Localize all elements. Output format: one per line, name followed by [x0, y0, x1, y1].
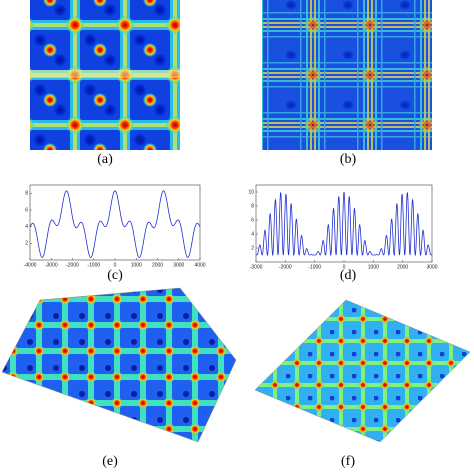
- x-tick-label: 1000: [368, 264, 379, 270]
- panel-label: (a): [97, 152, 113, 167]
- plot-c-frame: [29, 184, 201, 261]
- y-tick-label: 4: [25, 224, 28, 230]
- heatmap-a-band: [30, 70, 180, 78]
- x-tick-label: -1000: [308, 264, 321, 270]
- x-tick-label: -4000: [24, 262, 37, 268]
- y-tick-label: 2: [25, 241, 28, 247]
- x-tick-label: -3000: [45, 262, 58, 268]
- y-tick-label: 6: [251, 217, 254, 223]
- y-tick-label: 10: [248, 189, 254, 195]
- x-tick-label: 2000: [397, 264, 408, 270]
- surface-f: [254, 299, 471, 443]
- panel-label: (d): [340, 268, 357, 283]
- x-tick-label: -2000: [66, 262, 79, 268]
- x-tick-label: -3000: [250, 264, 263, 270]
- surface-e: [1, 287, 237, 443]
- y-tick-label: 4: [251, 231, 254, 237]
- curve: [255, 191, 433, 257]
- x-tick-label: 3000: [173, 262, 184, 268]
- y-tick-label: 6: [25, 207, 28, 213]
- y-tick-label: 8: [251, 203, 254, 209]
- panel-label: (c): [107, 268, 123, 283]
- panel-label: (e): [102, 454, 118, 469]
- x-tick-label: 4000: [194, 262, 205, 268]
- curve: [29, 190, 201, 258]
- x-tick-label: -1000: [87, 262, 100, 268]
- x-tick-label: 0: [343, 264, 346, 270]
- x-tick-label: 3000: [426, 264, 437, 270]
- x-tick-label: -2000: [279, 264, 292, 270]
- plot-d-frame: [255, 184, 433, 263]
- heatmap-b: [262, 0, 432, 150]
- panel-label: (b): [340, 152, 357, 167]
- panel-label: (f): [341, 454, 355, 469]
- y-tick-label: 8: [25, 191, 28, 197]
- y-tick-label: 2: [251, 245, 254, 251]
- x-tick-label: 0: [114, 262, 117, 268]
- x-tick-label: 1000: [131, 262, 142, 268]
- x-tick-label: 2000: [152, 262, 163, 268]
